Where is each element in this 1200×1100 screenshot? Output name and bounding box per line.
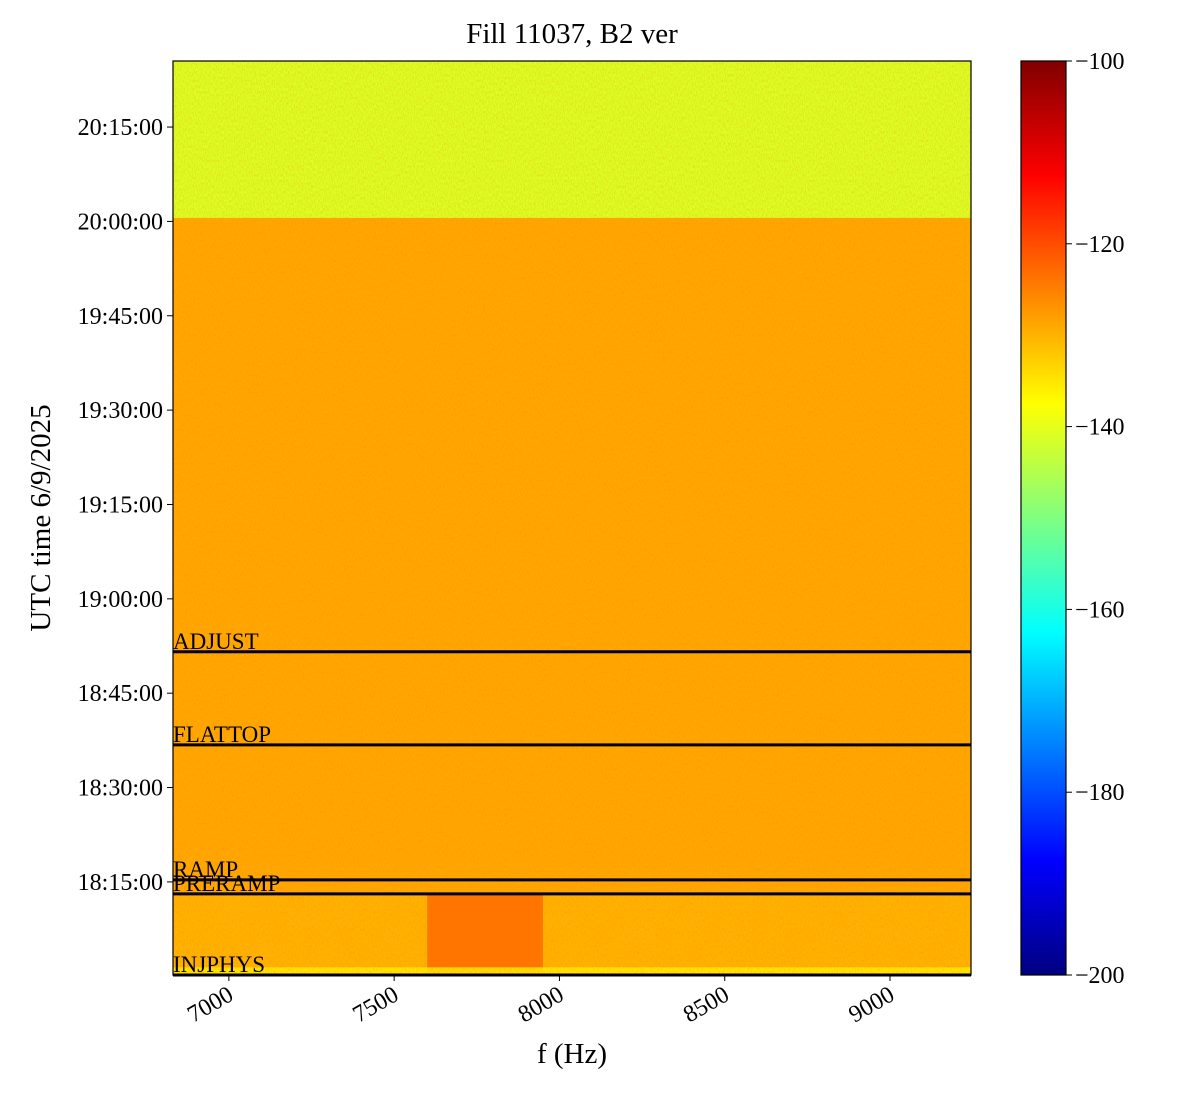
y-tick-label: 20:00:00 — [78, 209, 163, 235]
x-axis-label: f (Hz) — [537, 1038, 607, 1070]
colorbar-tick-label: −140 — [1075, 415, 1125, 441]
y-axis-label: UTC time 6/9/2025 — [25, 404, 57, 631]
plot-frame — [172, 60, 972, 976]
colorbar-tick-label: −120 — [1075, 232, 1125, 258]
x-tick-label: 9000 — [844, 982, 899, 1029]
y-tick-label: 19:00:00 — [78, 587, 163, 613]
colorbar-tick-label: −180 — [1075, 780, 1125, 806]
texture — [173, 61, 971, 975]
colorbar-tick-label: −200 — [1075, 963, 1125, 989]
colorbar-tick-label: −160 — [1075, 597, 1125, 623]
chart-title: Fill 11037, B2 ver — [466, 18, 678, 50]
y-tick-label: 19:15:00 — [78, 492, 163, 518]
y-tick-label: 19:30:00 — [78, 398, 163, 424]
x-tick-label: 8000 — [514, 982, 569, 1029]
colorbar — [1020, 60, 1067, 976]
event-label: INJPHYS — [173, 952, 265, 977]
colorbar-tick-label: −100 — [1075, 49, 1125, 75]
event-label: FLATTOP — [173, 722, 271, 747]
event-label: ADJUST — [173, 629, 259, 654]
event-label: RAMP — [173, 857, 238, 882]
x-tick-label: 7000 — [183, 982, 238, 1029]
y-tick-label: 19:45:00 — [78, 304, 163, 330]
x-tick-label: 7500 — [349, 982, 404, 1029]
event-label: PRERAMP — [173, 871, 280, 896]
x-tick-label: 8500 — [679, 982, 734, 1029]
y-tick-label: 18:30:00 — [78, 776, 163, 802]
y-tick-label: 18:45:00 — [78, 681, 163, 707]
y-tick-label: 20:15:00 — [78, 115, 163, 141]
y-tick-label: 18:15:00 — [78, 870, 163, 896]
